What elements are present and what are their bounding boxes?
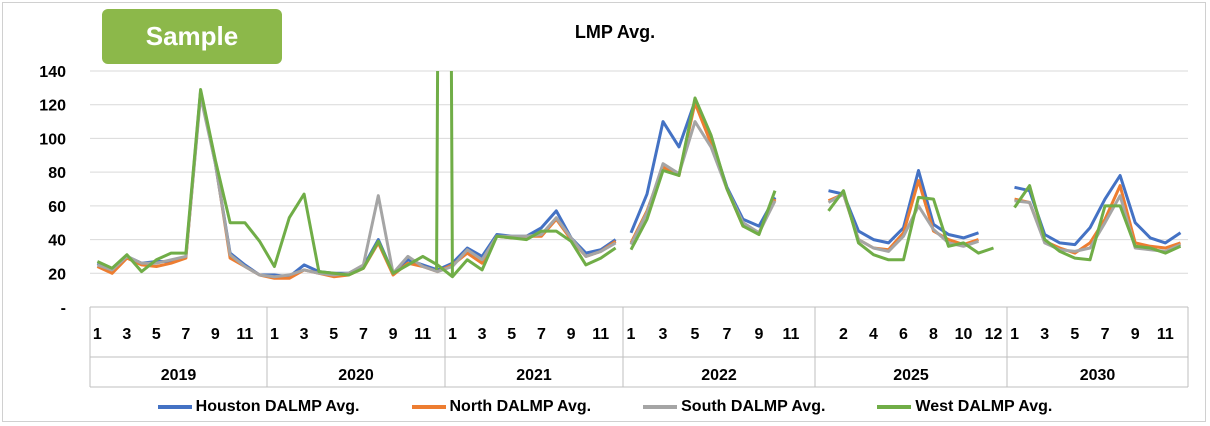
x-tick-label: 1: [270, 326, 279, 343]
x-tick-label: 1: [627, 326, 636, 343]
legend-swatch: [643, 405, 678, 409]
legend-label: Houston DALMP Avg.: [195, 398, 360, 415]
legend-label: South DALMP Avg.: [681, 398, 826, 415]
year-label: 2021: [516, 367, 552, 384]
y-tick-label: 100: [39, 131, 66, 148]
legend: Houston DALMP Avg. North DALMP Avg. South …: [0, 398, 1210, 416]
x-tick-label: 3: [659, 326, 668, 343]
x-tick-label: 1: [93, 326, 102, 343]
x-tick-label: 1: [1010, 326, 1019, 343]
y-tick-label: 80: [48, 165, 66, 182]
legend-swatch: [877, 405, 912, 409]
y-tick-label: 140: [39, 64, 66, 81]
series-line-west-dalmp-avg: [629, 96, 777, 251]
series-line-west-dalmp-avg: [96, 88, 617, 279]
x-tick-label: 9: [211, 326, 220, 343]
x-tick-label: 3: [478, 326, 487, 343]
x-tick-label: 5: [1070, 326, 1079, 343]
year-label: 2030: [1080, 367, 1116, 384]
series-line-south-dalmp-avg: [96, 94, 617, 279]
legend-item: South DALMP Avg.: [643, 398, 825, 416]
x-tick-label: 12: [985, 326, 1003, 343]
x-tick-label: 5: [152, 326, 161, 343]
year-label: 2022: [701, 367, 737, 384]
series-spike-west: [435, 71, 454, 277]
chart-title: LMP Avg.: [574, 22, 656, 42]
x-tick-label: 7: [181, 326, 190, 343]
legend-swatch: [411, 405, 446, 409]
x-tick-label: 6: [899, 326, 908, 343]
x-tick-label: 9: [1131, 326, 1140, 343]
sample-badge: Sample: [102, 9, 282, 64]
y-tick-label: 120: [39, 98, 66, 115]
x-tick-label: 7: [537, 326, 546, 343]
y-tick-label: 60: [48, 199, 66, 216]
x-tick-label: 4: [869, 326, 878, 343]
x-tick-label: 11: [592, 326, 609, 343]
legend-item: North DALMP Avg.: [411, 398, 592, 416]
x-tick-label: 7: [359, 326, 368, 343]
x-tick-label: 8: [929, 326, 938, 343]
year-label: 2020: [338, 367, 374, 384]
year-label: 2019: [161, 367, 197, 384]
series-line-west-dalmp-avg: [827, 189, 994, 262]
x-tick-label: 3: [1040, 326, 1049, 343]
x-tick-label: 5: [691, 326, 700, 343]
x-tick-label: 3: [300, 326, 309, 343]
series-line-north-dalmp-avg: [96, 91, 617, 280]
x-tick-label: 11: [414, 326, 431, 343]
legend-item: West DALMP Avg.: [877, 398, 1052, 416]
x-tick-label: 5: [329, 326, 338, 343]
x-tick-label: 7: [723, 326, 732, 343]
x-tick-label: 9: [567, 326, 576, 343]
legend-item: Houston DALMP Avg.: [157, 398, 360, 416]
legend-label: North DALMP Avg.: [449, 398, 592, 415]
x-tick-label: 9: [389, 326, 398, 343]
x-tick-label: 7: [1101, 326, 1110, 343]
x-tick-label: 3: [122, 326, 131, 343]
legend-swatch: [157, 405, 192, 409]
x-tick-label: 9: [755, 326, 764, 343]
y-tick-label: 40: [48, 233, 66, 250]
legend-label: West DALMP Avg.: [915, 398, 1053, 415]
x-tick-label: 11: [783, 326, 800, 343]
x-tick-label: 2: [839, 326, 848, 343]
series-line-south-dalmp-avg: [629, 120, 777, 246]
year-label: 2025: [893, 367, 929, 384]
x-tick-label: 1: [448, 326, 457, 343]
x-tick-label: 10: [955, 326, 973, 343]
x-tick-label: 11: [236, 326, 253, 343]
y-tick-label: 20: [48, 266, 66, 283]
x-tick-label: 5: [507, 326, 516, 343]
y-tick-label: -: [61, 300, 66, 317]
x-tick-label: 11: [1157, 326, 1174, 343]
series-line-houston-dalmp-avg: [96, 89, 617, 279]
series-line-west-dalmp-avg: [1013, 184, 1182, 262]
